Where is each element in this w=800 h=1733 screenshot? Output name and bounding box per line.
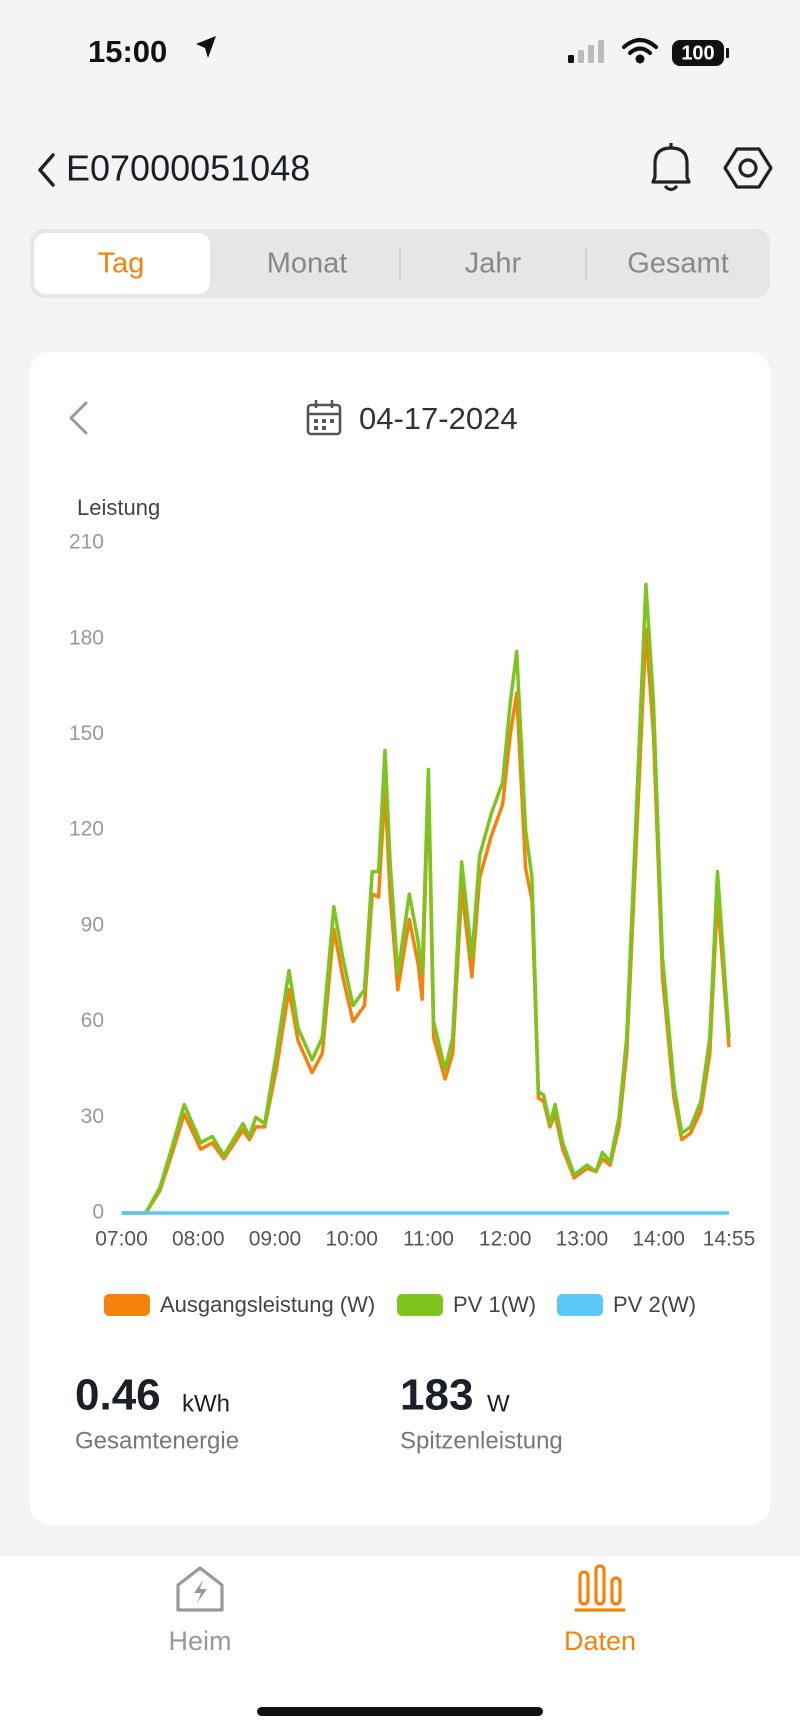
y-tick-label: 120 bbox=[69, 818, 104, 841]
home-indicator bbox=[257, 1707, 543, 1716]
y-tick-label: 0 bbox=[92, 1201, 104, 1224]
x-tick-label: 10:00 bbox=[325, 1228, 378, 1251]
header-title: E07000051048 bbox=[66, 148, 310, 189]
data-line bbox=[121, 582, 731, 1215]
tab-label[interactable]: Gesamt bbox=[627, 248, 729, 280]
y-axis-label: Leistung bbox=[77, 495, 160, 520]
x-tick-label: 12:00 bbox=[479, 1228, 532, 1251]
y-tick-label: 30 bbox=[81, 1105, 104, 1128]
legend-swatch bbox=[104, 1294, 150, 1316]
x-tick-label: 14:00 bbox=[632, 1228, 685, 1251]
tab-label[interactable]: Jahr bbox=[465, 248, 522, 280]
y-tick-label: 210 bbox=[69, 531, 104, 554]
back-button[interactable] bbox=[38, 153, 55, 187]
status-time: 15:00 bbox=[88, 34, 167, 69]
y-tick-label: 150 bbox=[69, 722, 104, 745]
battery-level: 100 bbox=[681, 42, 714, 64]
previous-day-button[interactable] bbox=[69, 401, 88, 435]
x-tick-label: 07:00 bbox=[95, 1228, 148, 1251]
legend-label: PV 2(W) bbox=[613, 1292, 696, 1317]
location-icon bbox=[196, 36, 216, 58]
x-tick-label: 09:00 bbox=[249, 1228, 302, 1251]
nav-label: Heim bbox=[168, 1626, 231, 1656]
date-label[interactable]: 04-17-2024 bbox=[359, 401, 518, 436]
bell-button[interactable] bbox=[651, 143, 691, 192]
stat-label: Gesamtenergie bbox=[75, 1427, 239, 1454]
signal-icon bbox=[568, 40, 604, 63]
x-tick-label: 08:00 bbox=[172, 1228, 225, 1251]
y-tick-label: 180 bbox=[69, 626, 104, 649]
stat-unit: kWh bbox=[182, 1390, 230, 1417]
tab-label[interactable]: Monat bbox=[267, 248, 348, 280]
active-tab[interactable] bbox=[34, 233, 210, 294]
legend-swatch bbox=[557, 1294, 603, 1316]
stat-unit: W bbox=[487, 1390, 510, 1417]
nav-label: Daten bbox=[564, 1626, 636, 1656]
battery-icon bbox=[672, 40, 724, 66]
bottom-nav bbox=[0, 1555, 800, 1733]
home-nav-button[interactable]: Heim bbox=[168, 1566, 232, 1656]
wifi-icon bbox=[622, 38, 658, 64]
y-tick-label: 60 bbox=[81, 1009, 104, 1032]
y-tick-label: 90 bbox=[81, 913, 104, 936]
tab-label[interactable]: Tag bbox=[98, 248, 145, 280]
data-nav-button[interactable]: Daten bbox=[564, 1564, 636, 1656]
x-tick-label: 14:55 bbox=[703, 1228, 756, 1251]
calendar-icon bbox=[306, 400, 342, 436]
legend-label: PV 1(W) bbox=[453, 1292, 536, 1317]
chart-card bbox=[30, 352, 770, 1525]
stat-value: 183 bbox=[400, 1371, 473, 1420]
x-tick-label: 11:00 bbox=[403, 1228, 454, 1251]
settings-button[interactable] bbox=[723, 147, 773, 189]
legend-label: Ausgangsleistung (W) bbox=[160, 1292, 375, 1317]
battery-tip bbox=[726, 48, 729, 58]
stat-label: Spitzenleistung bbox=[400, 1427, 563, 1454]
legend-swatch bbox=[397, 1294, 443, 1316]
stat-value: 0.46 bbox=[75, 1371, 161, 1420]
x-tick-label: 13:00 bbox=[556, 1228, 609, 1251]
